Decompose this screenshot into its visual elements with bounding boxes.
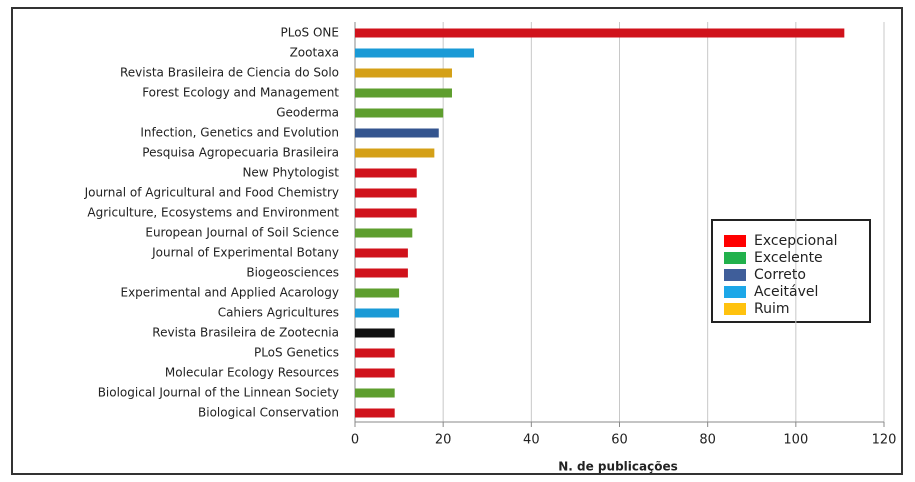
x-tick-label: 20 <box>435 433 452 448</box>
y-tick-label: Agriculture, Ecosystems and Environment <box>87 206 339 220</box>
y-tick-label: Pesquisa Agropecuaria Brasileira <box>142 146 339 160</box>
bar <box>355 388 395 398</box>
y-tick-label: Molecular Ecology Resources <box>165 366 339 380</box>
legend-label: Excepcional <box>754 233 838 249</box>
x-axis-label: N. de publicações <box>558 460 677 474</box>
x-tick-label: 100 <box>783 433 808 448</box>
y-tick-label: New Phytologist <box>242 166 339 180</box>
bar <box>355 88 452 98</box>
bar <box>355 108 444 118</box>
x-tick-label: 40 <box>523 433 540 448</box>
bar <box>355 248 408 258</box>
legend-label: Correto <box>754 267 806 283</box>
bar <box>355 128 439 138</box>
y-tick-label: Experimental and Applied Acarology <box>120 286 339 300</box>
bar <box>355 28 845 38</box>
bar <box>355 188 417 198</box>
frame <box>11 7 903 475</box>
bar <box>355 328 395 338</box>
y-tick-label: Journal of Agricultural and Food Chemist… <box>84 186 339 200</box>
legend-swatch <box>724 286 746 298</box>
y-tick-label: European Journal of Soil Science <box>145 226 339 240</box>
y-tick-label: Geoderma <box>276 106 339 120</box>
y-tick-label: Biological Conservation <box>198 406 339 420</box>
y-tick-label: Zootaxa <box>290 46 339 60</box>
y-tick-label: Revista Brasileira de Zootecnia <box>152 326 339 340</box>
y-tick-label: Biological Journal of the Linnean Societ… <box>98 386 339 400</box>
legend-label: Excelente <box>754 250 823 266</box>
y-tick-label: Journal of Experimental Botany <box>151 246 339 260</box>
legend-swatch <box>724 269 746 281</box>
bar <box>355 48 475 58</box>
y-tick-label: Forest Ecology and Management <box>142 86 339 100</box>
bar <box>355 368 395 378</box>
bar <box>355 168 417 178</box>
bar <box>355 268 408 278</box>
y-tick-label: Biogeosciences <box>246 266 339 280</box>
y-tick-label: PLoS Genetics <box>254 346 339 360</box>
x-tick-label: 120 <box>872 433 897 448</box>
legend-swatch <box>724 252 746 264</box>
bar <box>355 288 400 298</box>
y-tick-label: Revista Brasileira de Ciencia do Solo <box>120 66 339 80</box>
bar <box>355 208 417 218</box>
legend-label: Aceitável <box>754 284 818 300</box>
x-tick-label: 60 <box>611 433 628 448</box>
legend-label: Ruim <box>754 301 790 317</box>
bar <box>355 408 395 418</box>
y-tick-label: Cahiers Agricultures <box>218 306 339 320</box>
legend-swatch <box>724 303 746 315</box>
bar <box>355 308 400 318</box>
bar <box>355 228 413 238</box>
y-tick-label: PLoS ONE <box>281 26 340 40</box>
legend-swatch <box>724 235 746 247</box>
bar <box>355 148 435 158</box>
bar <box>355 348 395 358</box>
y-tick-label: Infection, Genetics and Evolution <box>140 126 339 140</box>
x-tick-label: 0 <box>351 433 359 448</box>
x-tick-label: 80 <box>699 433 716 448</box>
bar <box>355 68 452 78</box>
